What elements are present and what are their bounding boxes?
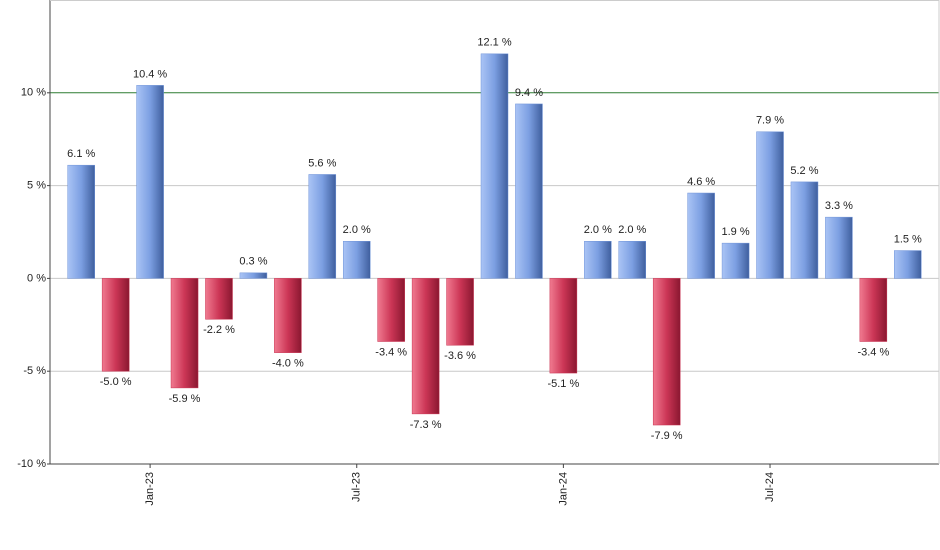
bar [136, 85, 164, 279]
value-label: 12.1 % [477, 37, 511, 49]
value-label: 3.3 % [825, 200, 853, 212]
bar [652, 278, 681, 426]
value-label: 5.6 % [308, 157, 336, 169]
value-label: 9.4 % [515, 87, 543, 99]
bar [480, 53, 509, 279]
value-label: -3.4 % [857, 346, 889, 358]
bar [205, 278, 233, 320]
bar [274, 278, 302, 353]
x-tick-label: Jan-23 [144, 472, 156, 506]
value-label: -7.9 % [651, 430, 683, 442]
value-label: -5.9 % [169, 393, 201, 405]
bar [756, 131, 784, 279]
bar [377, 278, 405, 342]
y-tick-label: -10 % [17, 458, 46, 470]
y-tick-label: 10 % [21, 87, 46, 99]
value-label: 6.1 % [67, 148, 95, 160]
bar [894, 250, 922, 279]
value-label: -2.2 % [203, 324, 235, 336]
value-label: 1.9 % [722, 226, 750, 238]
value-label: 5.2 % [790, 165, 818, 177]
bar [549, 278, 578, 374]
x-tick-label: Jul-24 [764, 472, 776, 502]
y-tick-label: -5 % [23, 365, 46, 377]
bar [859, 278, 888, 342]
bar [687, 192, 715, 279]
value-label: 2.0 % [584, 224, 612, 236]
bar [825, 216, 853, 279]
bar [308, 174, 337, 279]
bar [721, 242, 750, 279]
bar [618, 241, 647, 279]
x-tick-label: Jul-23 [351, 472, 363, 502]
value-label: 10.4 % [133, 68, 167, 80]
bar [584, 241, 612, 279]
bar [446, 278, 474, 346]
value-label: -3.4 % [375, 346, 407, 358]
value-label: -7.3 % [410, 419, 442, 431]
value-label: 2.0 % [618, 224, 646, 236]
bar [239, 272, 268, 279]
bar [790, 181, 819, 279]
value-label: 1.5 % [894, 233, 922, 245]
value-label: -4.0 % [272, 358, 304, 370]
bar [67, 164, 95, 279]
value-label: 2.0 % [343, 224, 371, 236]
bar [342, 241, 371, 279]
value-label: -5.1 % [547, 378, 579, 390]
bar [515, 103, 543, 279]
value-label: 7.9 % [756, 115, 784, 127]
value-label: 0.3 % [239, 256, 267, 268]
bar [170, 278, 199, 389]
y-tick-label: 5 % [27, 180, 46, 192]
value-label: 4.6 % [687, 176, 715, 188]
bar [101, 278, 130, 372]
value-label: -5.0 % [100, 376, 132, 388]
value-label: -3.6 % [444, 350, 476, 362]
x-tick-label: Jan-24 [557, 472, 569, 506]
y-tick-label: 0 % [27, 272, 46, 284]
bar [411, 278, 440, 415]
